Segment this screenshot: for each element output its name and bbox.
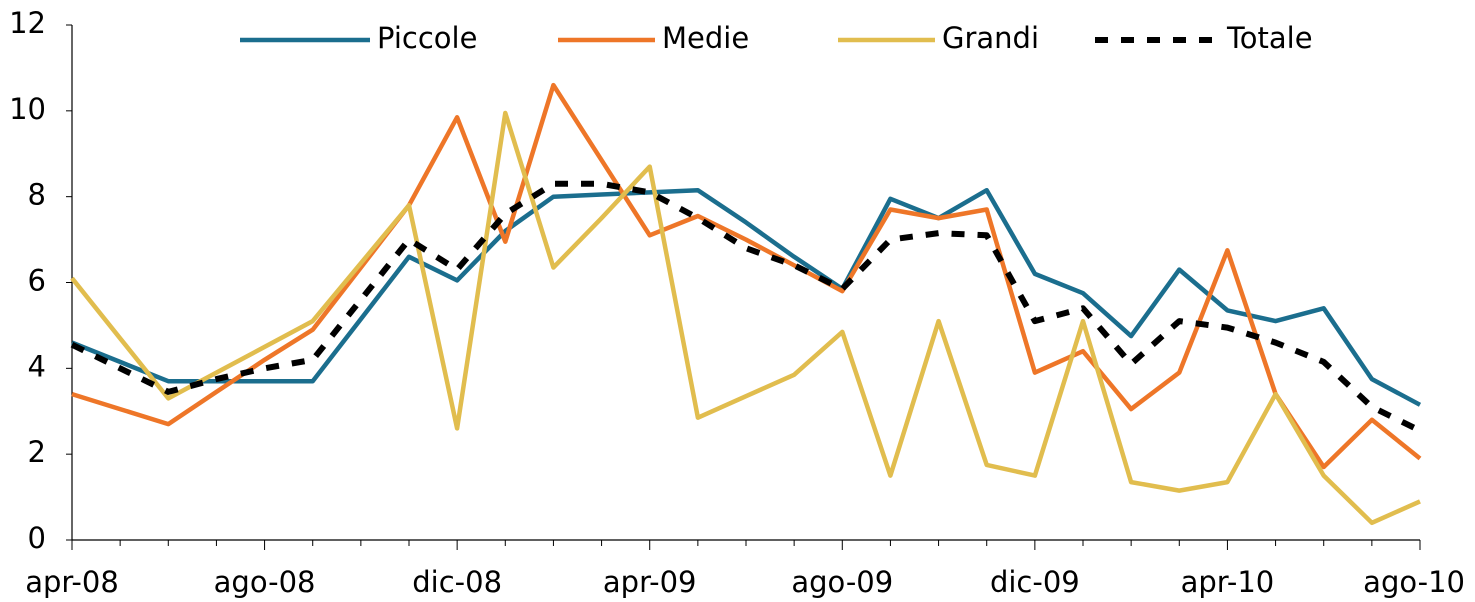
- series-line: [70, 110, 1421, 526]
- y-tick-label: 2: [28, 435, 46, 469]
- y-tick-label: 6: [28, 264, 46, 298]
- x-tick-label: dic-09: [990, 565, 1080, 599]
- x-tick-label: apr-08: [25, 565, 119, 599]
- x-tick-label: apr-09: [603, 565, 697, 599]
- x-tick-label: ago-09: [791, 565, 893, 599]
- series-line: [71, 187, 1422, 407]
- x-tick-label: apr-10: [1181, 565, 1275, 599]
- x-tick-label: dic-08: [412, 565, 502, 599]
- x-tick-label: ago-08: [214, 565, 316, 599]
- x-tick-label: ago-10: [1363, 565, 1465, 599]
- y-tick-label: 4: [28, 349, 46, 383]
- y-tick-label: 0: [28, 521, 46, 555]
- series-line: [70, 180, 1422, 434]
- legend-label: Totale: [1226, 21, 1313, 55]
- legend-label: Medie: [662, 21, 749, 55]
- series-line: [71, 82, 1422, 470]
- y-tick-label: 8: [28, 178, 46, 212]
- y-tick-label: 12: [9, 6, 46, 40]
- legend-label: Piccole: [377, 21, 477, 55]
- legend-label: Grandi: [942, 21, 1039, 55]
- y-tick-label: 10: [9, 92, 46, 126]
